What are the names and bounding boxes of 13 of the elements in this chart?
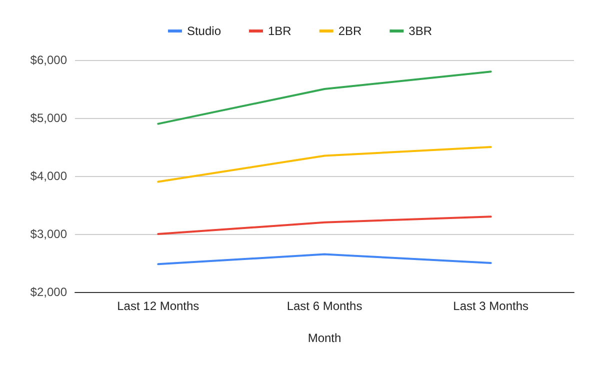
x-tick-label: Last 12 Months bbox=[117, 299, 200, 313]
y-tick-label: $5,000 bbox=[30, 111, 68, 125]
y-tick-label: $2,000 bbox=[30, 285, 68, 299]
y-tick-label: $3,000 bbox=[30, 227, 68, 241]
legend-label: 1BR bbox=[268, 24, 292, 38]
y-tick-label: $4,000 bbox=[30, 169, 68, 183]
legend-label: 2BR bbox=[338, 24, 362, 38]
x-tick-label: Last 6 Months bbox=[286, 299, 362, 313]
x-tick-label: Last 3 Months bbox=[453, 299, 529, 313]
x-axis-title: Month bbox=[308, 331, 342, 345]
legend-label: Studio bbox=[186, 24, 222, 38]
legend-label: 3BR bbox=[408, 24, 432, 38]
y-tick-label: $6,000 bbox=[30, 53, 68, 67]
